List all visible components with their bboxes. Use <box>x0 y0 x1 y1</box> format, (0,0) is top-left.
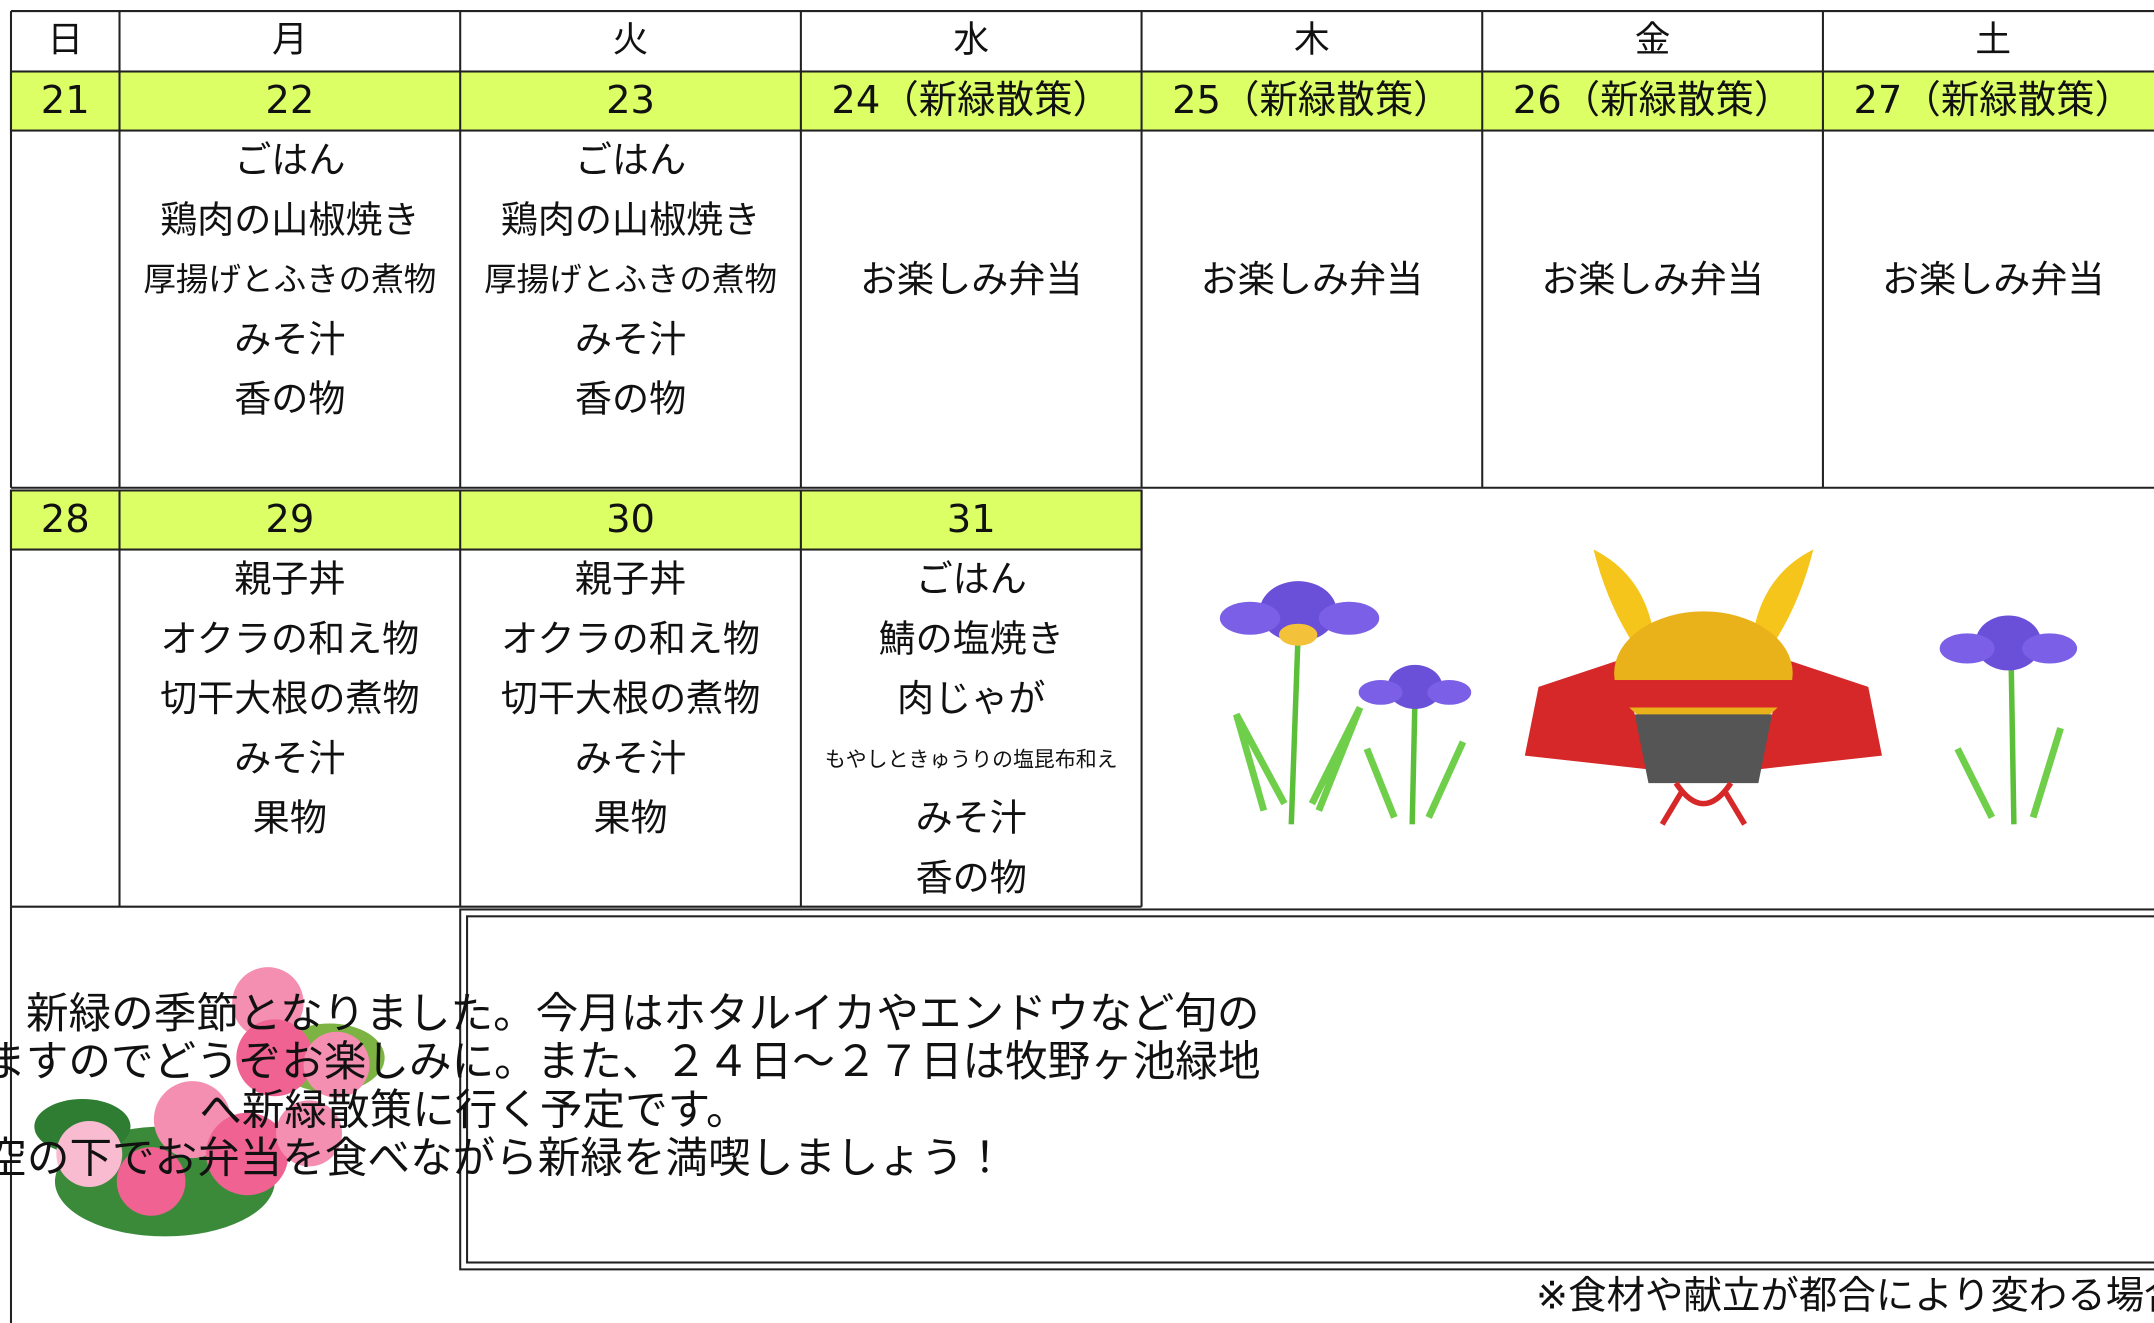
weekday: 火 <box>613 19 649 60</box>
weekday: 月 <box>272 19 308 60</box>
menu-item: 肉じゃが <box>897 677 1045 720</box>
date: 29 <box>265 497 314 542</box>
menu-item: オクラの和え物 <box>160 617 419 660</box>
menu-item: お楽しみ弁当 <box>1882 258 2104 301</box>
menu-item: ごはん <box>916 558 1027 601</box>
date: 26（新緑散策） <box>1513 78 1793 123</box>
menu-item: 切干大根の煮物 <box>160 677 420 720</box>
date: 21 <box>41 78 90 123</box>
date: 30 <box>606 497 655 542</box>
date: 24（新緑散策） <box>831 78 1111 123</box>
menu-item: お楽しみ弁当 <box>1541 258 1763 301</box>
menu-item: 親子丼 <box>575 558 686 601</box>
date: 25（新緑散策） <box>1172 78 1452 123</box>
menu-item: ごはん <box>575 139 686 182</box>
menu-item: 香の物 <box>916 856 1027 899</box>
message-box <box>459 908 2154 1271</box>
date: 23 <box>606 78 655 123</box>
menu-item: 親子丼 <box>234 558 345 601</box>
menu-item: 果物 <box>593 797 667 840</box>
date: 28 <box>41 497 90 542</box>
menu-item: 鶏肉の山椒焼き <box>501 198 761 241</box>
menu-item: ごはん <box>234 139 345 182</box>
menu-item: 香の物 <box>575 378 686 421</box>
menu-item: お楽しみ弁当 <box>860 258 1082 301</box>
menu-item: 鯖の塩焼き <box>879 617 1064 660</box>
menu-item: お楽しみ弁当 <box>1201 258 1423 301</box>
message-line: 食材を使っていますのでどうぞお楽しみに。また、２４日～２７日は牧野ヶ池緑地 <box>0 1037 1261 1087</box>
iris-illustration <box>1219 581 2078 825</box>
menu-item: みそ汁 <box>234 318 345 361</box>
weekday: 金 <box>1635 19 1671 60</box>
menu-item: みそ汁 <box>575 737 686 780</box>
kabuto-illustration <box>1524 549 1883 826</box>
menu-item: 香の物 <box>234 378 345 421</box>
menu-item: 果物 <box>253 797 327 840</box>
weekday: 土 <box>1975 19 2011 60</box>
date: 31 <box>947 497 996 542</box>
date-row <box>9 489 1143 551</box>
menu-item: 切干大根の煮物 <box>501 677 761 720</box>
azalea-illustration <box>34 967 385 1237</box>
message-line: へ新緑散策に行く予定です。 <box>199 1085 748 1135</box>
weekday: 水 <box>953 19 989 60</box>
menu-item: みそ汁 <box>234 737 345 780</box>
message-box-inner <box>466 915 2154 1264</box>
date: 27（新緑散策） <box>1853 78 2133 123</box>
note: ※食材や献立が都合により変わる場合がございます。ご了承下さい。 <box>1536 1274 2154 1319</box>
menu-item: 厚揚げとふきの煮物 <box>143 261 436 299</box>
date: 22 <box>265 78 314 123</box>
weekday: 日 <box>47 19 83 60</box>
menu-item: みそ汁 <box>916 797 1027 840</box>
menu-item: みそ汁 <box>575 318 686 361</box>
menu-item: オクラの和え物 <box>501 617 760 660</box>
message-line: 青空の下でお弁当を食べながら新緑を満喫しましょう！ <box>0 1133 1006 1183</box>
menu-item: 厚揚げとふきの煮物 <box>484 261 777 299</box>
message-line: 若葉が芽吹き、新緑の季節となりました。今月はホタルイカやエンドウなど旬の <box>0 989 1260 1039</box>
menu-item: もやしときゅうりの塩昆布和え <box>825 747 1118 771</box>
menu-item: 鶏肉の山椒焼き <box>160 198 420 241</box>
weekday: 木 <box>1294 19 1330 60</box>
